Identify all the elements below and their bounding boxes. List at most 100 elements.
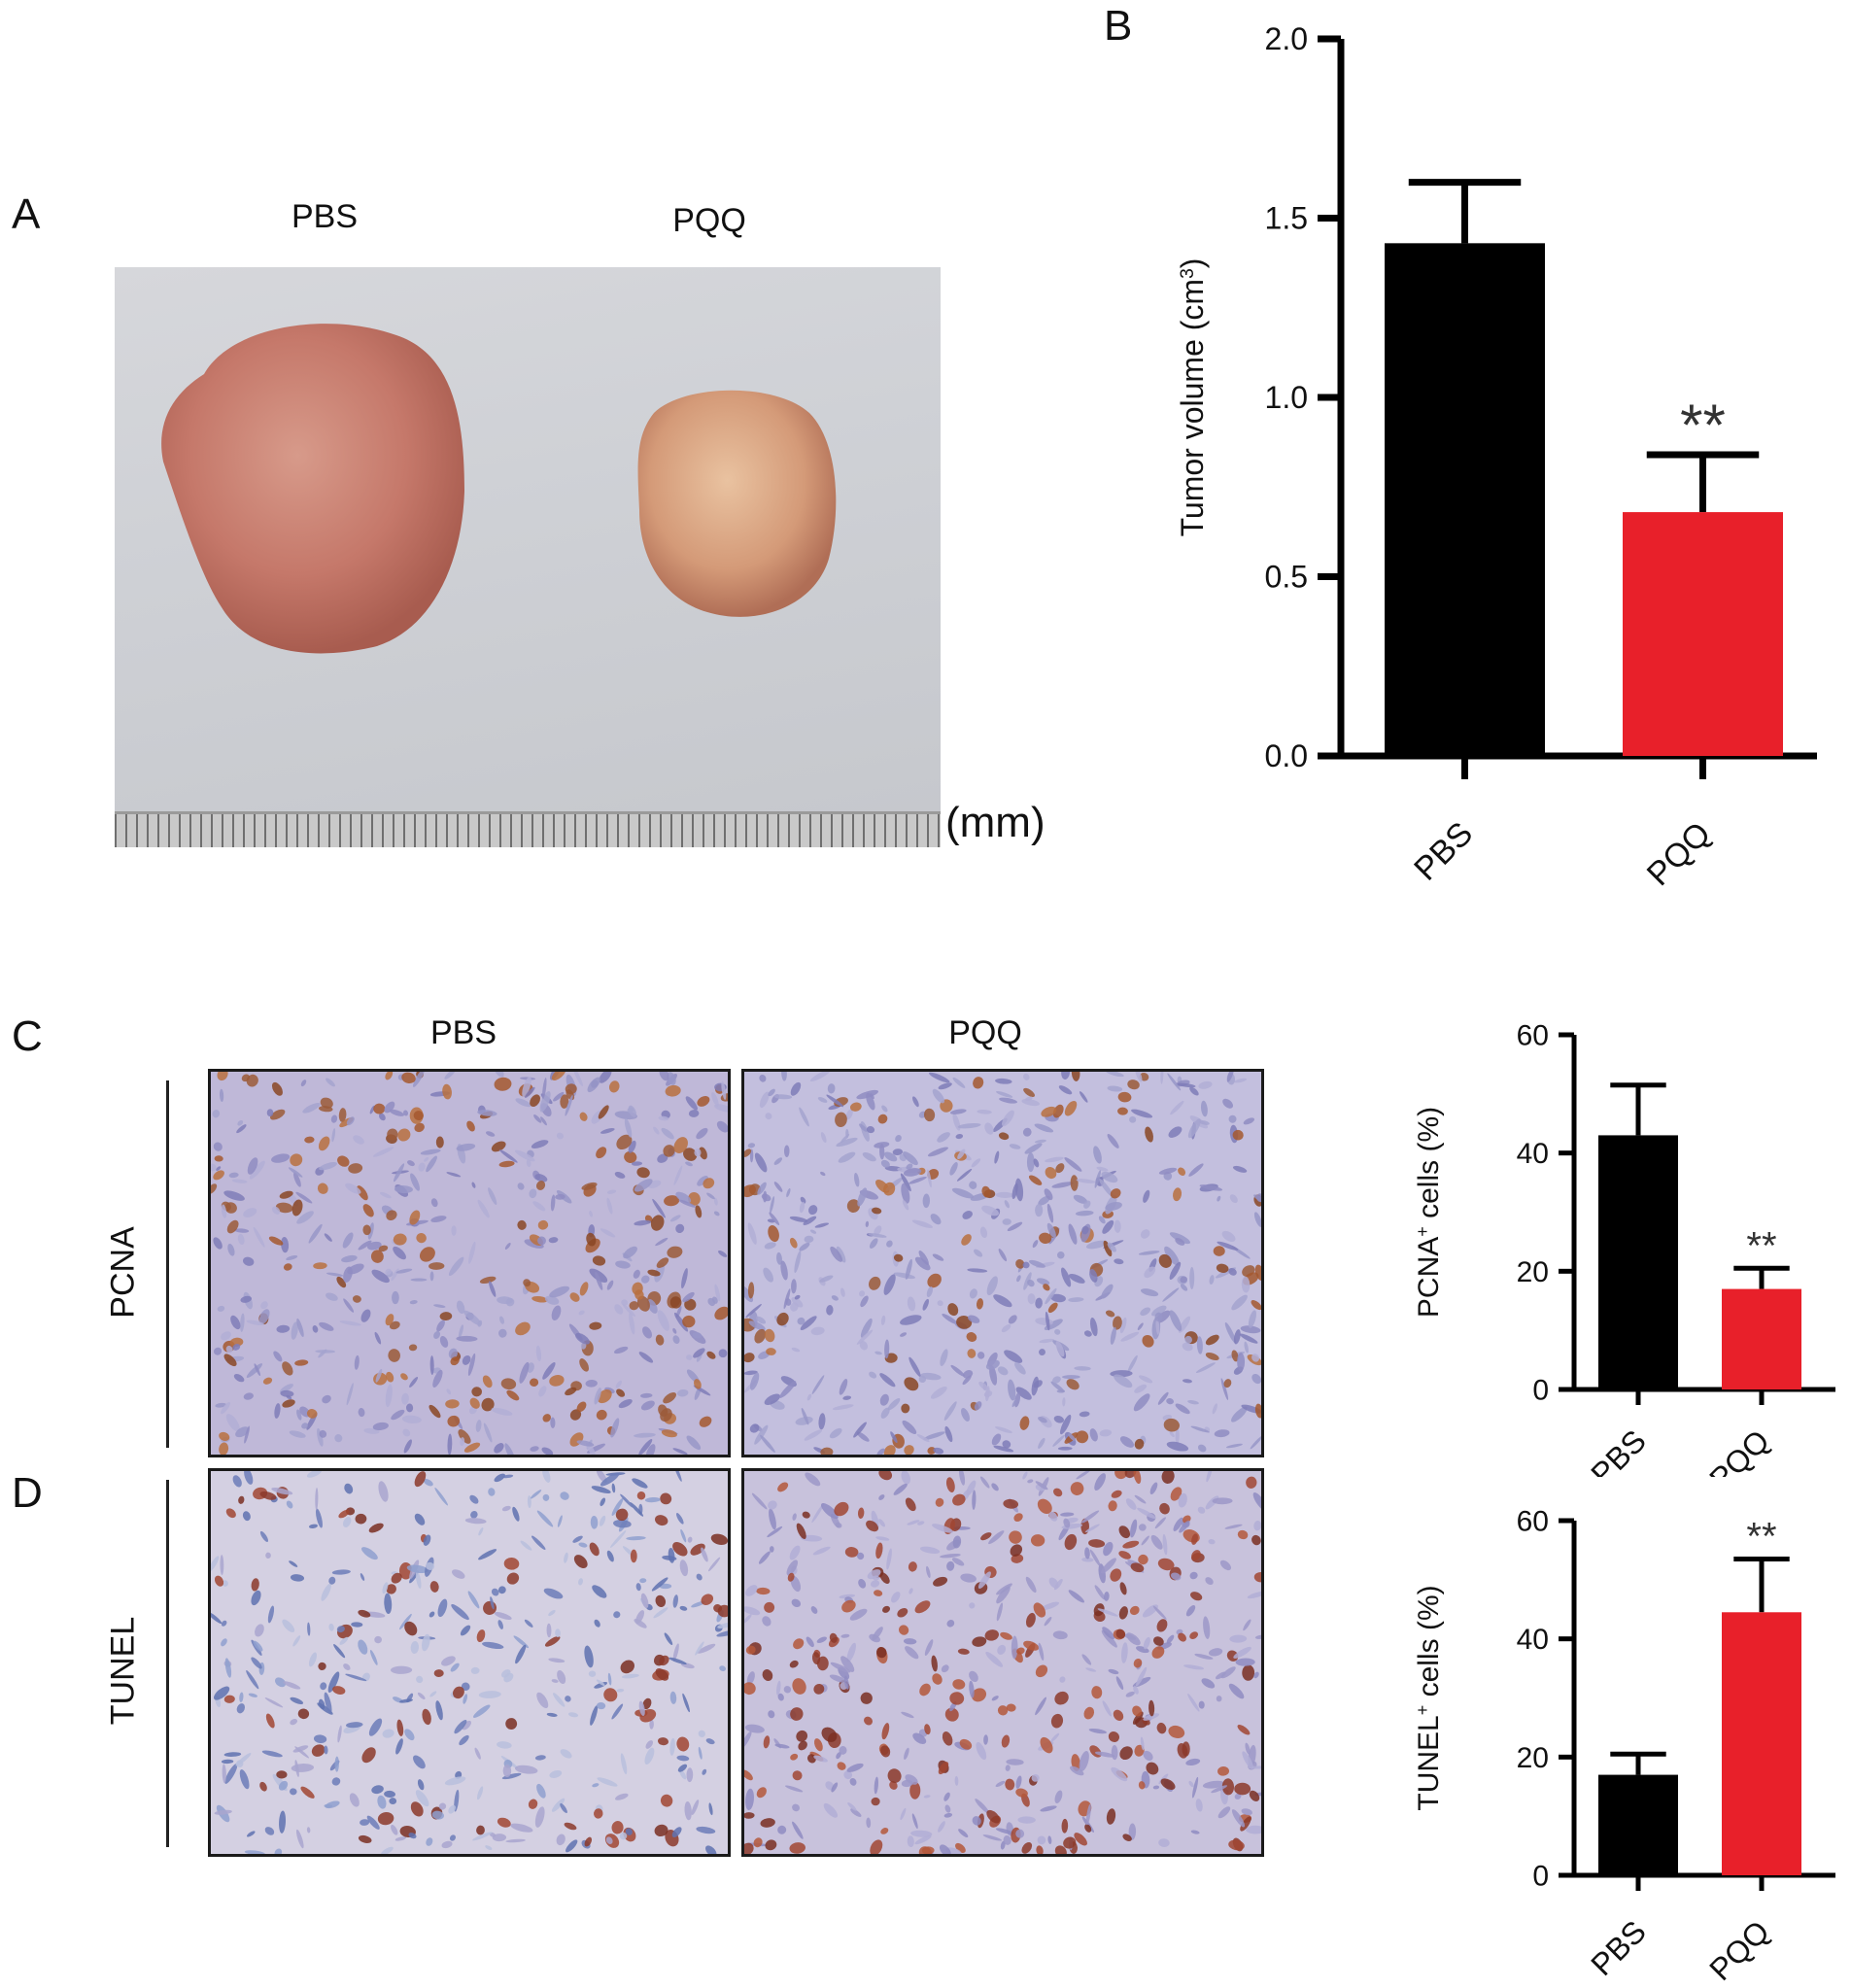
cell-nucleus: [672, 1335, 680, 1345]
cell-nucleus: [791, 1598, 802, 1608]
cell-nucleus: [1075, 1210, 1094, 1217]
cell-nucleus: [290, 1788, 297, 1796]
cell-nucleus: [394, 1185, 413, 1194]
cell-nucleus: [702, 1768, 707, 1775]
cell-nucleus: [721, 1080, 727, 1100]
cell-nucleus: [760, 1434, 775, 1453]
panel-d-letter: D: [12, 1469, 43, 1517]
cell-nucleus: [714, 1306, 728, 1320]
cell-nucleus: [490, 1596, 495, 1610]
cell-nucleus: [819, 1275, 834, 1283]
cell-nucleus: [780, 1260, 788, 1281]
cell-nucleus: [1115, 1628, 1126, 1639]
cell-nucleus: [1175, 1427, 1180, 1445]
cell-nucleus: [1245, 1742, 1251, 1755]
cell-nucleus: [1237, 1353, 1246, 1372]
cell-nucleus: [927, 1147, 948, 1157]
cell-nucleus: [1041, 1601, 1059, 1611]
cell-nucleus: [243, 1392, 254, 1400]
cell-nucleus: [505, 1718, 518, 1730]
cell-nucleus: [551, 1679, 559, 1683]
cell-nucleus: [799, 1242, 810, 1251]
cell-nucleus: [645, 1740, 654, 1749]
cell-nucleus: [783, 1288, 791, 1310]
cell-nucleus: [446, 1172, 462, 1178]
cell-nucleus: [749, 1423, 760, 1433]
cell-nucleus: [984, 1386, 990, 1402]
cell-nucleus: [944, 1425, 953, 1443]
cell-nucleus: [905, 1774, 918, 1785]
cell-nucleus: [995, 1078, 1012, 1084]
cell-nucleus: [544, 1635, 561, 1647]
cell-nucleus: [1252, 1491, 1261, 1511]
cell-nucleus: [856, 1329, 874, 1345]
cell-nucleus: [1076, 1430, 1089, 1444]
cell-nucleus: [466, 1120, 475, 1132]
cell-nucleus: [979, 1226, 988, 1239]
cell-nucleus: [434, 1488, 448, 1506]
cell-nucleus: [247, 1157, 258, 1175]
cell-nucleus: [596, 1409, 607, 1421]
cell-nucleus: [1140, 1736, 1145, 1751]
cell-nucleus: [349, 1793, 360, 1807]
cell-nucleus: [744, 1769, 753, 1781]
cell-nucleus: [403, 1110, 409, 1116]
cell-nucleus: [952, 1493, 966, 1506]
cell-nucleus: [254, 1363, 261, 1377]
cell-nucleus: [1166, 1441, 1189, 1452]
cell-nucleus: [333, 1644, 346, 1659]
cell-nucleus: [880, 1315, 886, 1325]
cell-nucleus: [279, 1810, 287, 1834]
cell-nucleus: [623, 1246, 637, 1259]
cell-nucleus: [756, 1787, 767, 1799]
cell-nucleus: [404, 1729, 415, 1741]
cell-nucleus: [1027, 1293, 1036, 1305]
cell-nucleus: [917, 1521, 925, 1525]
cell-nucleus: [927, 1169, 932, 1188]
cell-nucleus: [1080, 1510, 1100, 1524]
cell-nucleus: [966, 1332, 977, 1342]
cell-nucleus: [669, 1691, 677, 1704]
cell-nucleus: [1246, 1476, 1257, 1489]
cell-nucleus: [414, 1122, 425, 1133]
cell-nucleus: [494, 1443, 504, 1454]
cell-nucleus: [1242, 1751, 1254, 1769]
cell-nucleus: [1089, 1549, 1101, 1567]
cell-nucleus: [560, 1749, 572, 1759]
cell-nucleus: [967, 1268, 988, 1273]
tunel-pbs-texture: [211, 1471, 728, 1854]
cell-nucleus: [295, 1829, 304, 1849]
cell-nucleus: [274, 1848, 283, 1854]
cell-nucleus: [1253, 1212, 1261, 1227]
cell-nucleus: [1045, 1311, 1050, 1331]
cell-nucleus: [426, 1837, 433, 1846]
cell-nucleus: [829, 1674, 846, 1683]
cell-nucleus: [677, 1764, 688, 1772]
cell-nucleus: [497, 1620, 504, 1629]
cell-nucleus: [221, 1759, 234, 1765]
cell-nucleus: [1034, 1139, 1046, 1144]
cell-nucleus: [999, 1097, 1017, 1104]
cell-nucleus: [1079, 1751, 1089, 1771]
cell-nucleus: [1134, 1384, 1148, 1393]
cell-nucleus: [1064, 1533, 1078, 1551]
cell-nucleus: [957, 1648, 970, 1655]
cell-nucleus: [1247, 1591, 1261, 1599]
cell-nucleus: [461, 1682, 470, 1691]
cell-nucleus: [393, 1233, 407, 1246]
cell-nucleus: [926, 1286, 934, 1298]
cell-nucleus: [832, 1404, 854, 1411]
cell-nucleus: [871, 1797, 880, 1806]
cell-nucleus: [599, 1072, 612, 1083]
cell-nucleus: [826, 1094, 844, 1108]
cell-nucleus: [766, 1348, 776, 1355]
cell-nucleus: [655, 1515, 668, 1526]
cell-nucleus: [707, 1297, 716, 1307]
cell-nucleus: [635, 1610, 645, 1625]
cell-nucleus: [652, 1198, 666, 1218]
cell-nucleus: [678, 1199, 696, 1208]
x-tick-label: PBS: [1584, 1913, 1653, 1982]
cell-nucleus: [745, 1303, 762, 1319]
cell-nucleus: [296, 1318, 304, 1338]
cell-nucleus: [638, 1439, 653, 1455]
